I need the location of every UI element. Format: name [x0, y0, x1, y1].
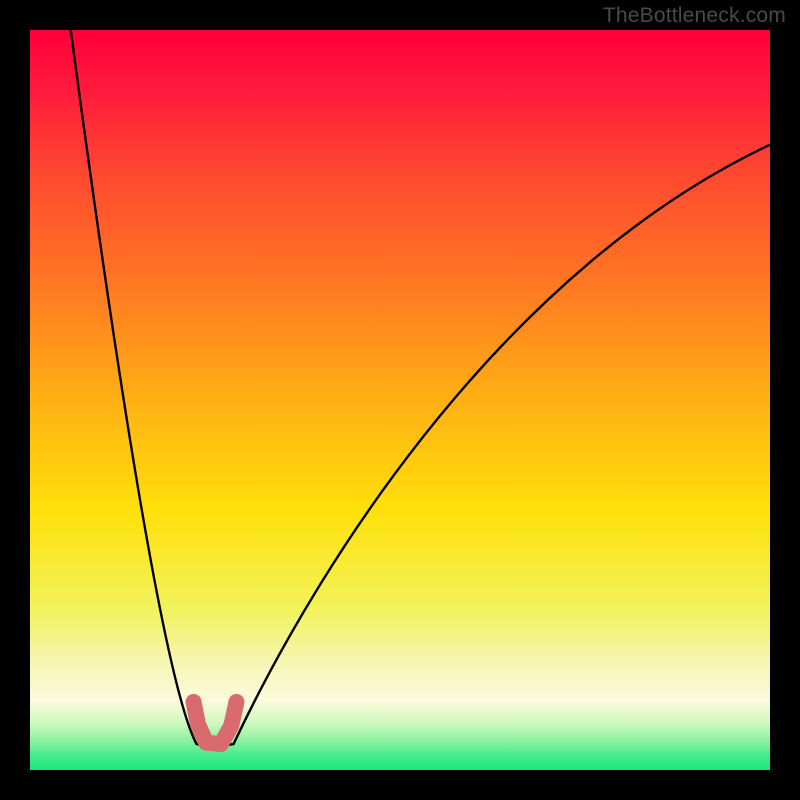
plot-area [30, 30, 770, 770]
watermark-text: TheBottleneck.com [603, 4, 786, 28]
v-curve-path [71, 30, 770, 746]
marker-path [194, 702, 237, 744]
chart-svg [30, 30, 770, 770]
